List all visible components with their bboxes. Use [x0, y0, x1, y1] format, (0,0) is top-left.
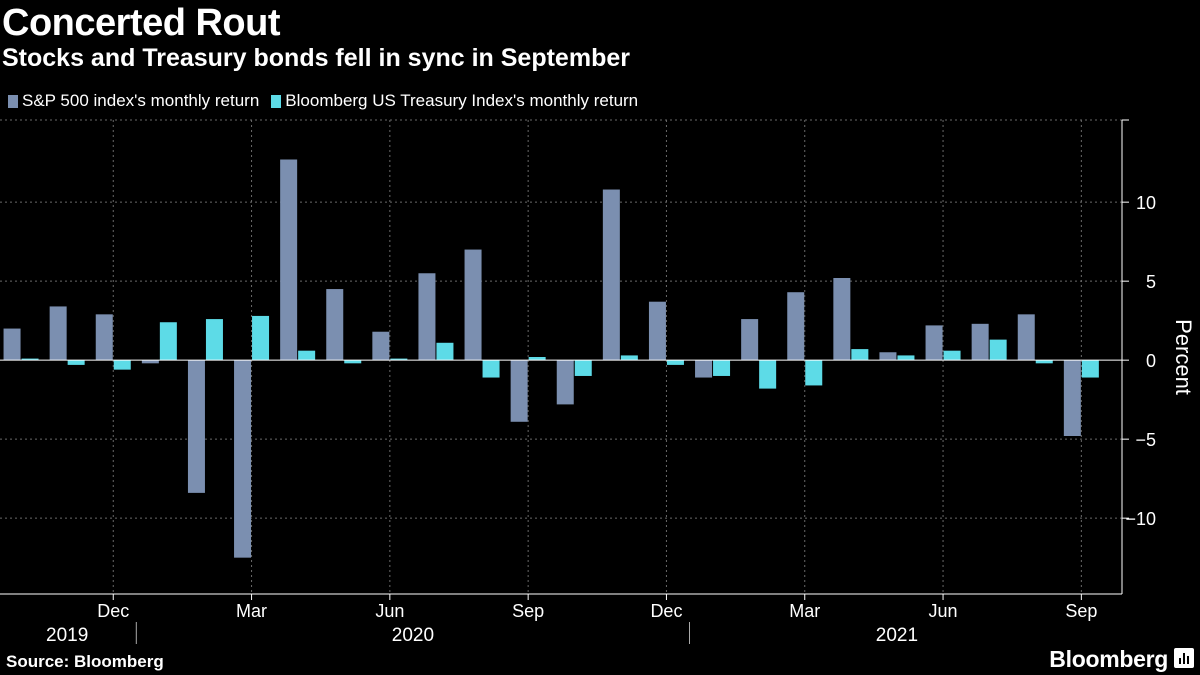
bar-treasury: [21, 358, 39, 361]
year-label: 2020: [392, 625, 434, 646]
y-tick-label: 0: [1146, 351, 1156, 371]
legend: S&P 500 index's monthly return Bloomberg…: [8, 91, 650, 111]
bar-treasury: [1081, 360, 1099, 378]
bar-treasury: [436, 342, 454, 361]
bar-sp500: [187, 360, 205, 493]
year-label: 2019: [46, 625, 88, 646]
bar-sp500: [787, 292, 805, 361]
bar-treasury: [205, 319, 223, 361]
bar-sp500: [141, 360, 159, 364]
x-tick-label: Dec: [650, 601, 682, 621]
bar-treasury: [344, 360, 362, 364]
bar-treasury: [113, 360, 131, 370]
bar-treasury: [759, 360, 777, 389]
bar-sp500: [741, 319, 759, 361]
bar-treasury: [67, 360, 85, 365]
bar-sp500: [280, 159, 298, 361]
bar-treasury: [851, 349, 869, 361]
bar-treasury: [1035, 360, 1053, 364]
bar-treasury: [574, 360, 592, 376]
x-tick-label: Sep: [512, 601, 544, 621]
y-tick-label: −10: [1125, 509, 1156, 529]
chart-title: Concerted Rout: [2, 2, 281, 44]
bar-sp500: [648, 301, 666, 361]
bar-treasury: [482, 360, 500, 378]
bar-treasury: [528, 357, 546, 361]
bar-treasury: [298, 350, 316, 361]
bar-treasury: [666, 360, 684, 365]
x-tick-label: Jun: [929, 601, 958, 621]
y-tick-label: 5: [1146, 272, 1156, 292]
y-tick-label: −5: [1135, 430, 1156, 450]
legend-label-sp500: S&P 500 index's monthly return: [22, 91, 260, 110]
legend-label-treasury: Bloomberg US Treasury Index's monthly re…: [285, 91, 639, 110]
bar-sp500: [464, 249, 482, 361]
bloomberg-chart-icon: [1174, 648, 1194, 668]
x-tick-label: Sep: [1065, 601, 1097, 621]
legend-item-treasury: Bloomberg US Treasury Index's monthly re…: [271, 91, 638, 111]
bar-sp500: [326, 289, 344, 361]
bloomberg-logo: Bloomberg: [1049, 646, 1168, 672]
bar-sp500: [95, 314, 113, 361]
x-tick-label: Dec: [97, 601, 129, 621]
year-label: 2021: [876, 625, 918, 646]
legend-swatch-treasury: [271, 94, 282, 108]
legend-item-sp500: S&P 500 index's monthly return: [8, 91, 259, 111]
chart-subtitle: Stocks and Treasury bonds fell in sync i…: [2, 44, 630, 72]
bar-sp500: [925, 325, 943, 361]
bar-treasury: [159, 322, 177, 361]
bar-sp500: [695, 360, 713, 378]
bar-sp500: [510, 360, 528, 422]
x-tick-label: Jun: [375, 601, 404, 621]
bar-sp500: [971, 323, 989, 361]
bar-sp500: [833, 278, 851, 361]
bar-treasury: [897, 355, 915, 361]
bar-treasury: [252, 315, 270, 361]
bar-sp500: [1017, 314, 1035, 361]
bar-treasury: [390, 358, 408, 361]
legend-swatch-sp500: [8, 94, 18, 108]
bar-treasury: [805, 360, 823, 386]
bar-sp500: [1063, 360, 1081, 436]
bar-sp500: [602, 189, 620, 361]
x-tick-label: Mar: [236, 601, 267, 621]
source-note: Source: Bloomberg: [6, 652, 164, 671]
bar-treasury: [713, 360, 731, 376]
bar-sp500: [49, 306, 67, 361]
bar-sp500: [879, 352, 897, 361]
bar-sp500: [556, 360, 574, 405]
bar-treasury: [989, 339, 1007, 361]
bar-sp500: [372, 331, 390, 361]
bar-treasury: [620, 355, 638, 361]
bar-sp500: [3, 328, 21, 361]
bar-sp500: [418, 273, 436, 361]
bar-sp500: [234, 360, 252, 558]
x-tick-label: Mar: [789, 601, 820, 621]
y-axis-label: Percent: [1171, 319, 1196, 395]
y-tick-label: 10: [1136, 193, 1156, 213]
bar-treasury: [943, 350, 961, 361]
